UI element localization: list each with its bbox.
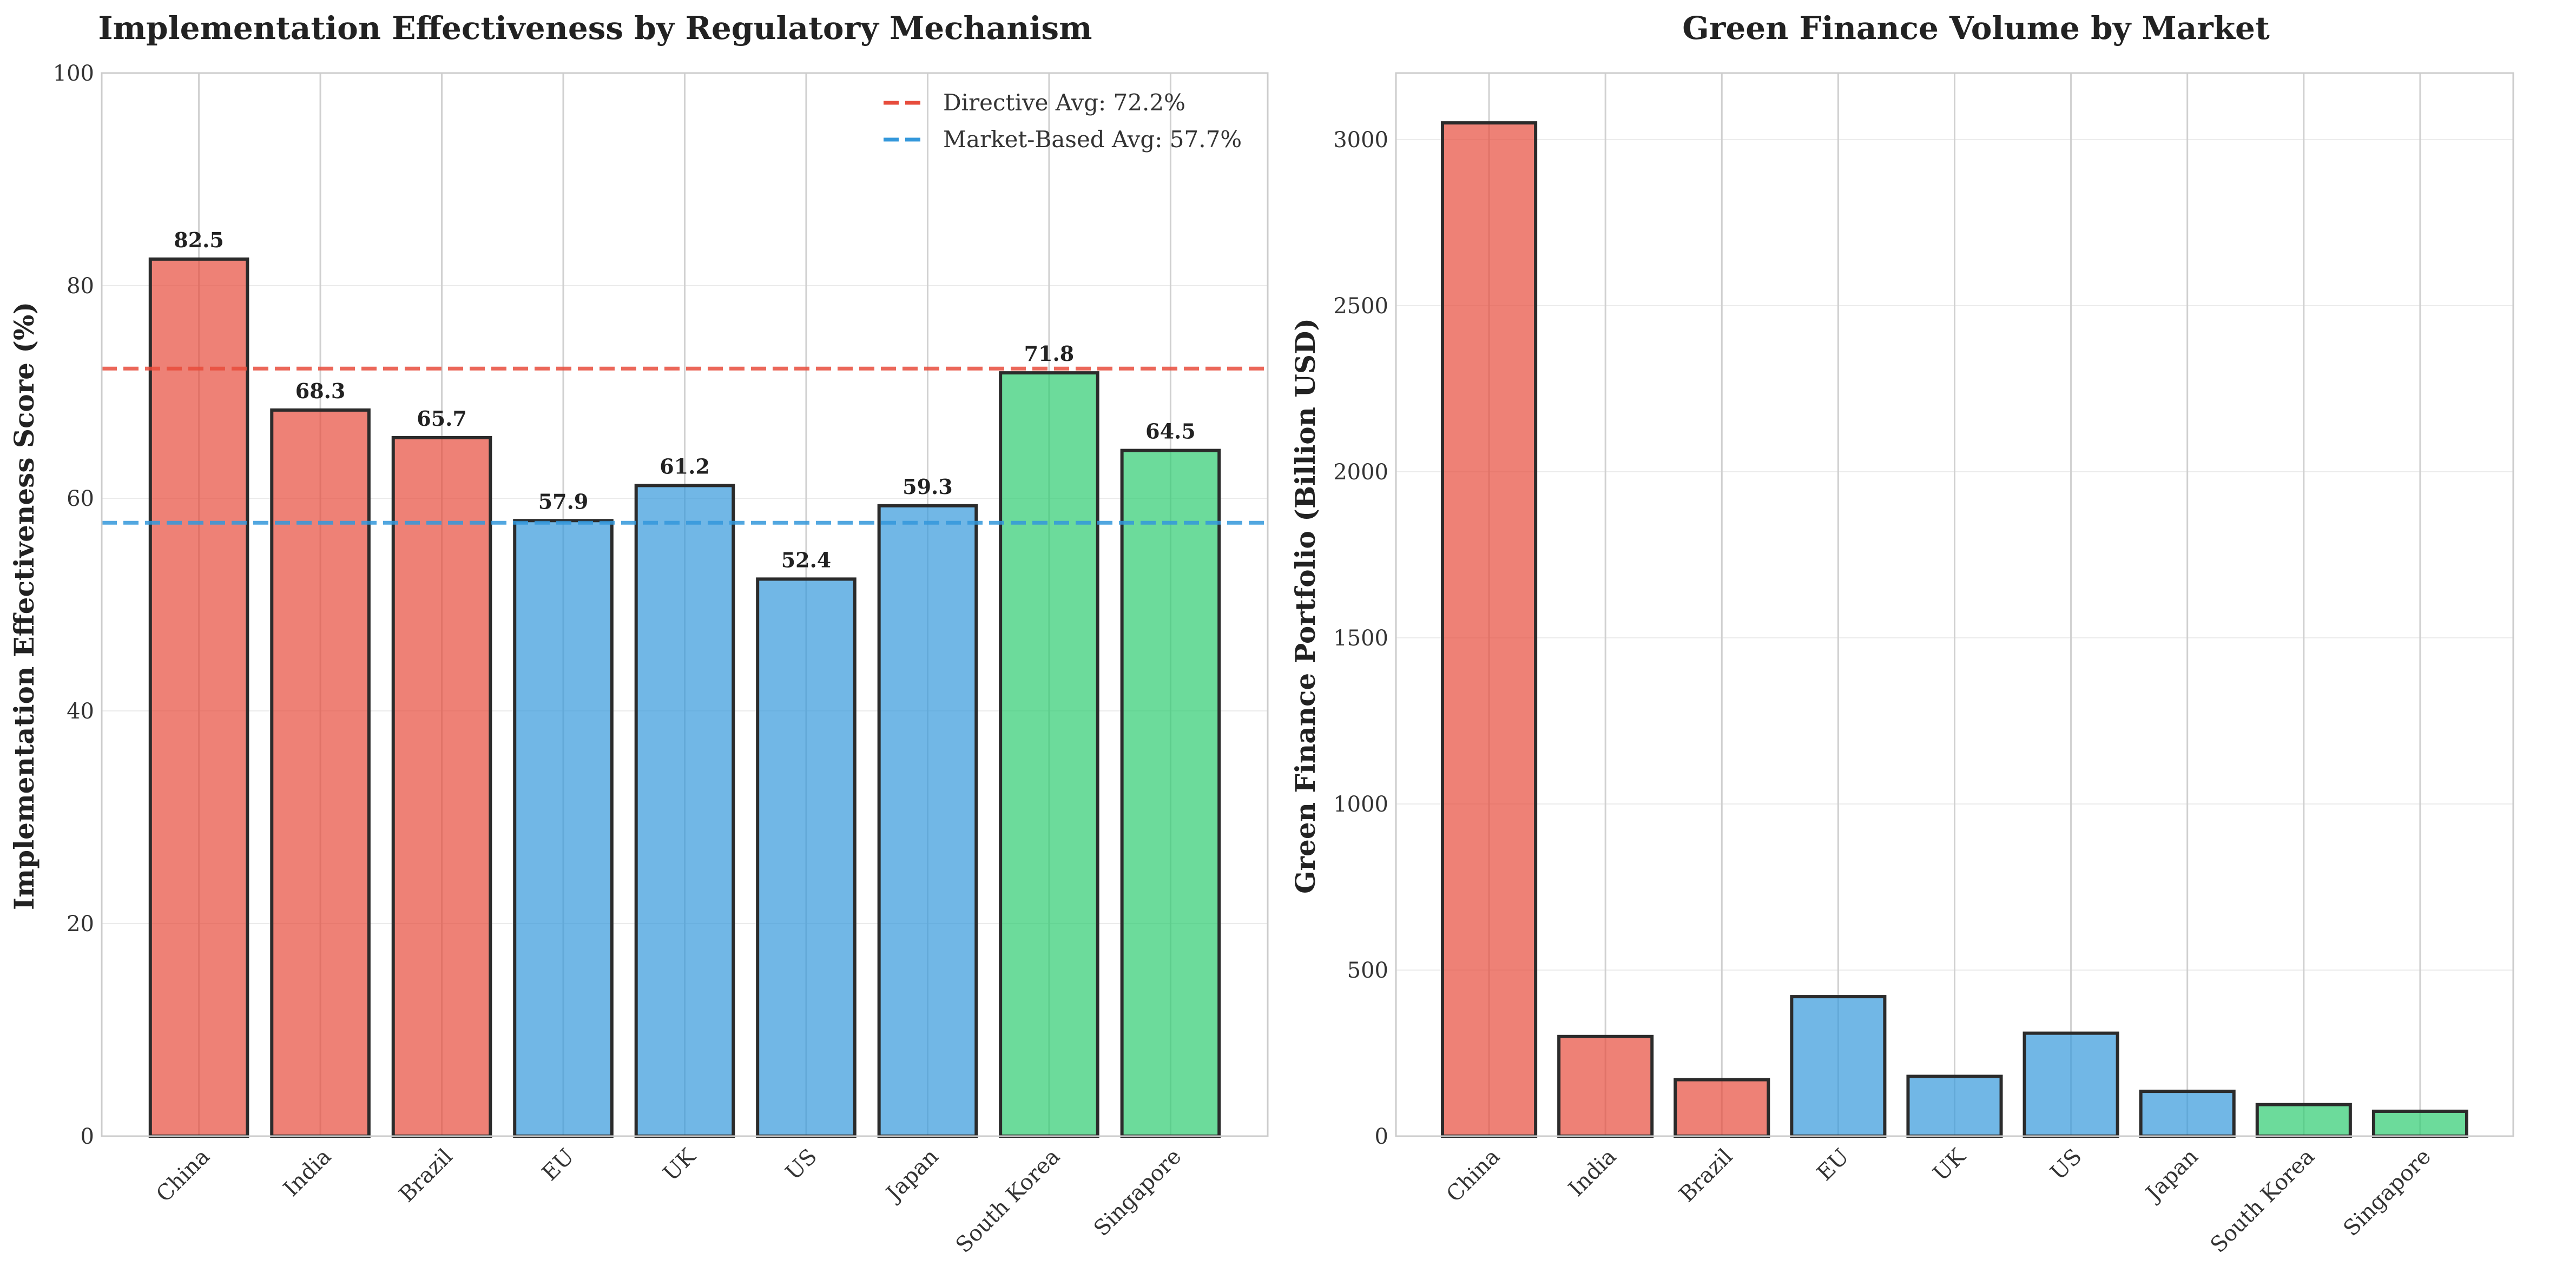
bar-us	[2022, 1031, 2119, 1138]
bar-us	[756, 577, 857, 1138]
value-label-japan: 59.3	[902, 474, 953, 499]
y-tick-label: 1000	[1333, 792, 1388, 817]
value-label-india: 68.3	[295, 379, 346, 403]
bar-south-korea	[999, 371, 1099, 1138]
bar-singapore	[1120, 449, 1221, 1138]
y-tick-label: 60	[67, 486, 94, 511]
value-label-china: 82.5	[174, 228, 224, 252]
y-tick-label: 0	[81, 1124, 94, 1149]
legend-label-directive: Directive Avg: 72.2%	[943, 89, 1185, 116]
bar-japan	[877, 504, 978, 1138]
y-tick-label: 500	[1347, 958, 1388, 983]
bar-china	[1441, 121, 1538, 1138]
bar-south-korea	[2255, 1103, 2352, 1138]
y-tick-label: 0	[1375, 1124, 1388, 1149]
y-tick-label: 100	[53, 61, 94, 86]
bar-japan	[2139, 1090, 2236, 1138]
y-tick-label: 3000	[1333, 128, 1388, 153]
chart-title: Green Finance Volume by Market	[1682, 10, 2270, 47]
value-label-brazil: 65.7	[417, 406, 467, 431]
y-tick-label: 80	[67, 274, 94, 299]
bar-eu	[1790, 995, 1887, 1138]
bar-brazil	[1674, 1078, 1770, 1138]
value-label-eu: 57.9	[538, 489, 589, 513]
y-tick-label: 1500	[1333, 626, 1388, 651]
bar-india	[1557, 1034, 1654, 1138]
plot-frame	[101, 72, 1269, 1137]
chart-title: Implementation Effectiveness by Regulato…	[98, 10, 1092, 47]
bar-china	[148, 257, 249, 1138]
bar-eu	[513, 519, 614, 1138]
bar-uk	[634, 484, 735, 1138]
y-tick-label: 2500	[1333, 294, 1388, 319]
y-axis-label: Implementation Effectiveness Score (%)	[8, 302, 40, 910]
y-axis-label: Green Finance Portfolio (Billion USD)	[1289, 318, 1321, 894]
bar-singapore	[2371, 1109, 2468, 1138]
y-tick-label: 2000	[1333, 460, 1388, 485]
bar-india	[270, 408, 371, 1138]
legend-label-market_based: Market-Based Avg: 57.7%	[943, 126, 1242, 153]
value-label-singapore: 64.5	[1145, 419, 1196, 444]
y-tick-label: 20	[67, 912, 94, 937]
value-label-south-korea: 71.8	[1024, 341, 1075, 366]
plot-frame	[1395, 72, 2514, 1137]
bar-brazil	[391, 436, 492, 1138]
value-label-us: 52.4	[781, 548, 832, 572]
value-label-uk: 61.2	[660, 454, 710, 478]
y-tick-label: 40	[67, 699, 94, 724]
bar-uk	[1906, 1074, 2003, 1138]
